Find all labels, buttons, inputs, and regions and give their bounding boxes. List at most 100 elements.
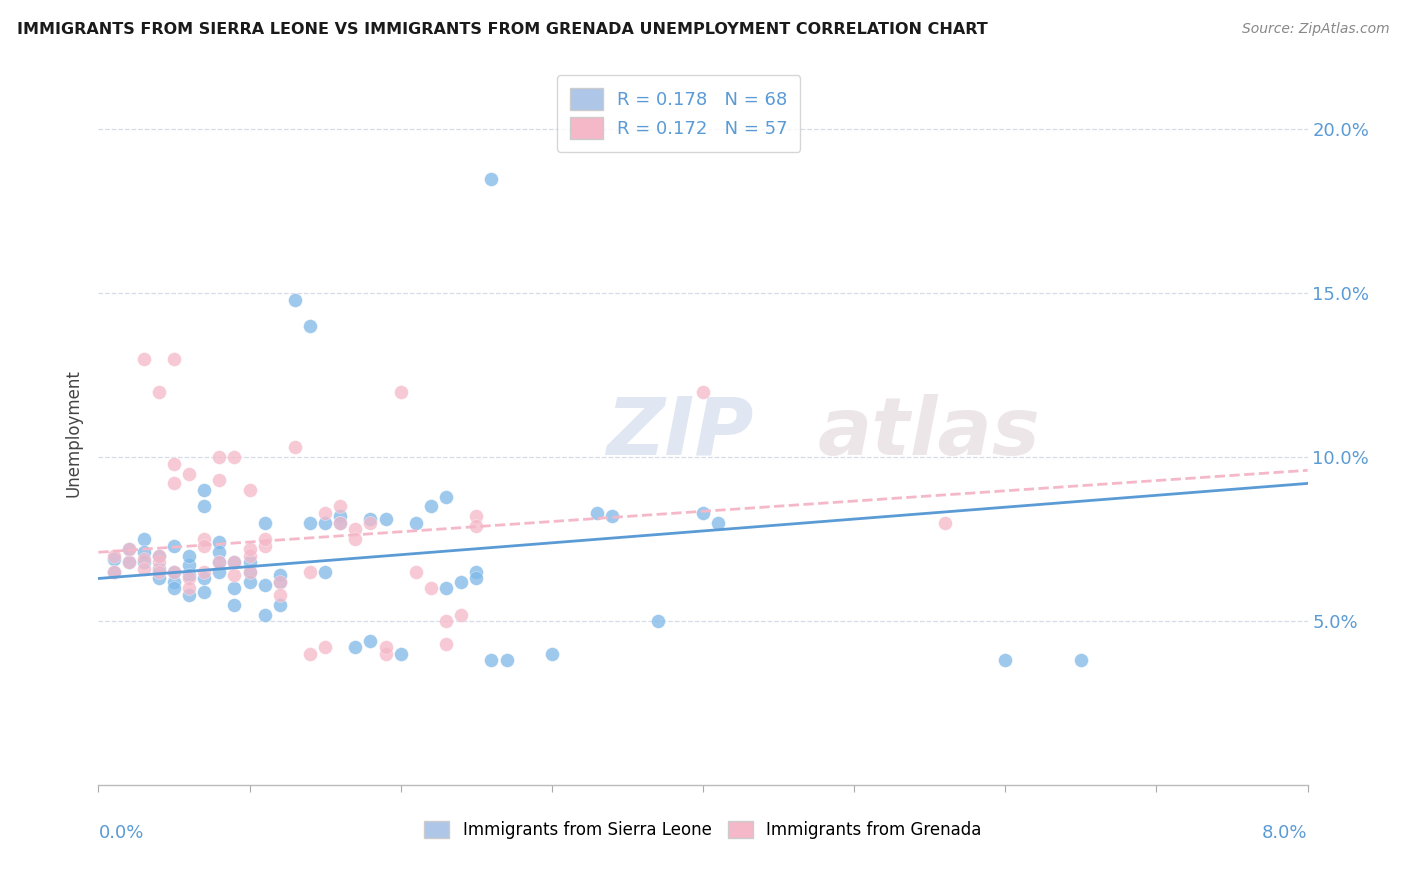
- Point: [314, 506, 336, 520]
- Point: [179, 568, 201, 582]
- Point: [179, 582, 201, 596]
- Point: [132, 551, 155, 566]
- Point: [269, 574, 291, 589]
- Point: [239, 574, 262, 589]
- Point: [1070, 653, 1092, 667]
- Point: [269, 574, 291, 589]
- Point: [692, 506, 714, 520]
- Point: [434, 582, 457, 596]
- Text: 8.0%: 8.0%: [1263, 823, 1308, 842]
- Text: IMMIGRANTS FROM SIERRA LEONE VS IMMIGRANTS FROM GRENADA UNEMPLOYMENT CORRELATION: IMMIGRANTS FROM SIERRA LEONE VS IMMIGRAN…: [17, 22, 987, 37]
- Point: [163, 565, 186, 579]
- Point: [132, 561, 155, 575]
- Point: [148, 555, 170, 569]
- Point: [420, 582, 443, 596]
- Point: [148, 561, 170, 575]
- Point: [163, 539, 186, 553]
- Point: [132, 545, 155, 559]
- Point: [163, 476, 186, 491]
- Point: [163, 582, 186, 596]
- Point: [495, 653, 517, 667]
- Point: [434, 637, 457, 651]
- Point: [420, 500, 443, 514]
- Point: [179, 558, 201, 573]
- Point: [374, 512, 396, 526]
- Point: [118, 555, 141, 569]
- Point: [224, 555, 246, 569]
- Point: [163, 351, 186, 366]
- Point: [389, 647, 412, 661]
- Point: [344, 522, 367, 536]
- Point: [193, 584, 215, 599]
- Point: [405, 565, 427, 579]
- Point: [179, 467, 201, 481]
- Point: [329, 509, 352, 524]
- Point: [148, 549, 170, 563]
- Point: [179, 549, 201, 563]
- Point: [344, 640, 367, 655]
- Point: [193, 565, 215, 579]
- Text: atlas: atlas: [818, 393, 1040, 472]
- Point: [193, 532, 215, 546]
- Text: Source: ZipAtlas.com: Source: ZipAtlas.com: [1241, 22, 1389, 37]
- Point: [208, 555, 231, 569]
- Point: [208, 535, 231, 549]
- Point: [253, 539, 276, 553]
- Point: [103, 565, 125, 579]
- Point: [314, 640, 336, 655]
- Point: [692, 384, 714, 399]
- Point: [193, 572, 215, 586]
- Point: [360, 633, 382, 648]
- Legend: Immigrants from Sierra Leone, Immigrants from Grenada: Immigrants from Sierra Leone, Immigrants…: [416, 813, 990, 847]
- Point: [193, 500, 215, 514]
- Point: [103, 565, 125, 579]
- Point: [934, 516, 956, 530]
- Point: [329, 500, 352, 514]
- Point: [132, 555, 155, 569]
- Point: [299, 565, 322, 579]
- Point: [434, 614, 457, 628]
- Point: [450, 574, 472, 589]
- Point: [314, 565, 336, 579]
- Point: [465, 519, 488, 533]
- Point: [374, 640, 396, 655]
- Point: [132, 532, 155, 546]
- Point: [994, 653, 1017, 667]
- Point: [481, 171, 503, 186]
- Point: [647, 614, 669, 628]
- Point: [148, 549, 170, 563]
- Point: [253, 532, 276, 546]
- Point: [208, 473, 231, 487]
- Point: [163, 565, 186, 579]
- Point: [269, 588, 291, 602]
- Point: [103, 551, 125, 566]
- Point: [269, 568, 291, 582]
- Point: [118, 555, 141, 569]
- Point: [193, 483, 215, 497]
- Point: [239, 483, 262, 497]
- Point: [586, 506, 609, 520]
- Point: [284, 293, 307, 307]
- Point: [239, 549, 262, 563]
- Point: [224, 450, 246, 465]
- Point: [224, 568, 246, 582]
- Point: [253, 607, 276, 622]
- Point: [224, 555, 246, 569]
- Point: [344, 532, 367, 546]
- Text: 0.0%: 0.0%: [98, 823, 143, 842]
- Point: [179, 588, 201, 602]
- Point: [405, 516, 427, 530]
- Point: [602, 509, 624, 524]
- Point: [360, 512, 382, 526]
- Point: [253, 516, 276, 530]
- Point: [389, 384, 412, 399]
- Point: [193, 539, 215, 553]
- Point: [179, 572, 201, 586]
- Point: [224, 582, 246, 596]
- Point: [360, 516, 382, 530]
- Point: [314, 516, 336, 530]
- Point: [239, 541, 262, 556]
- Point: [148, 565, 170, 579]
- Point: [253, 578, 276, 592]
- Point: [208, 450, 231, 465]
